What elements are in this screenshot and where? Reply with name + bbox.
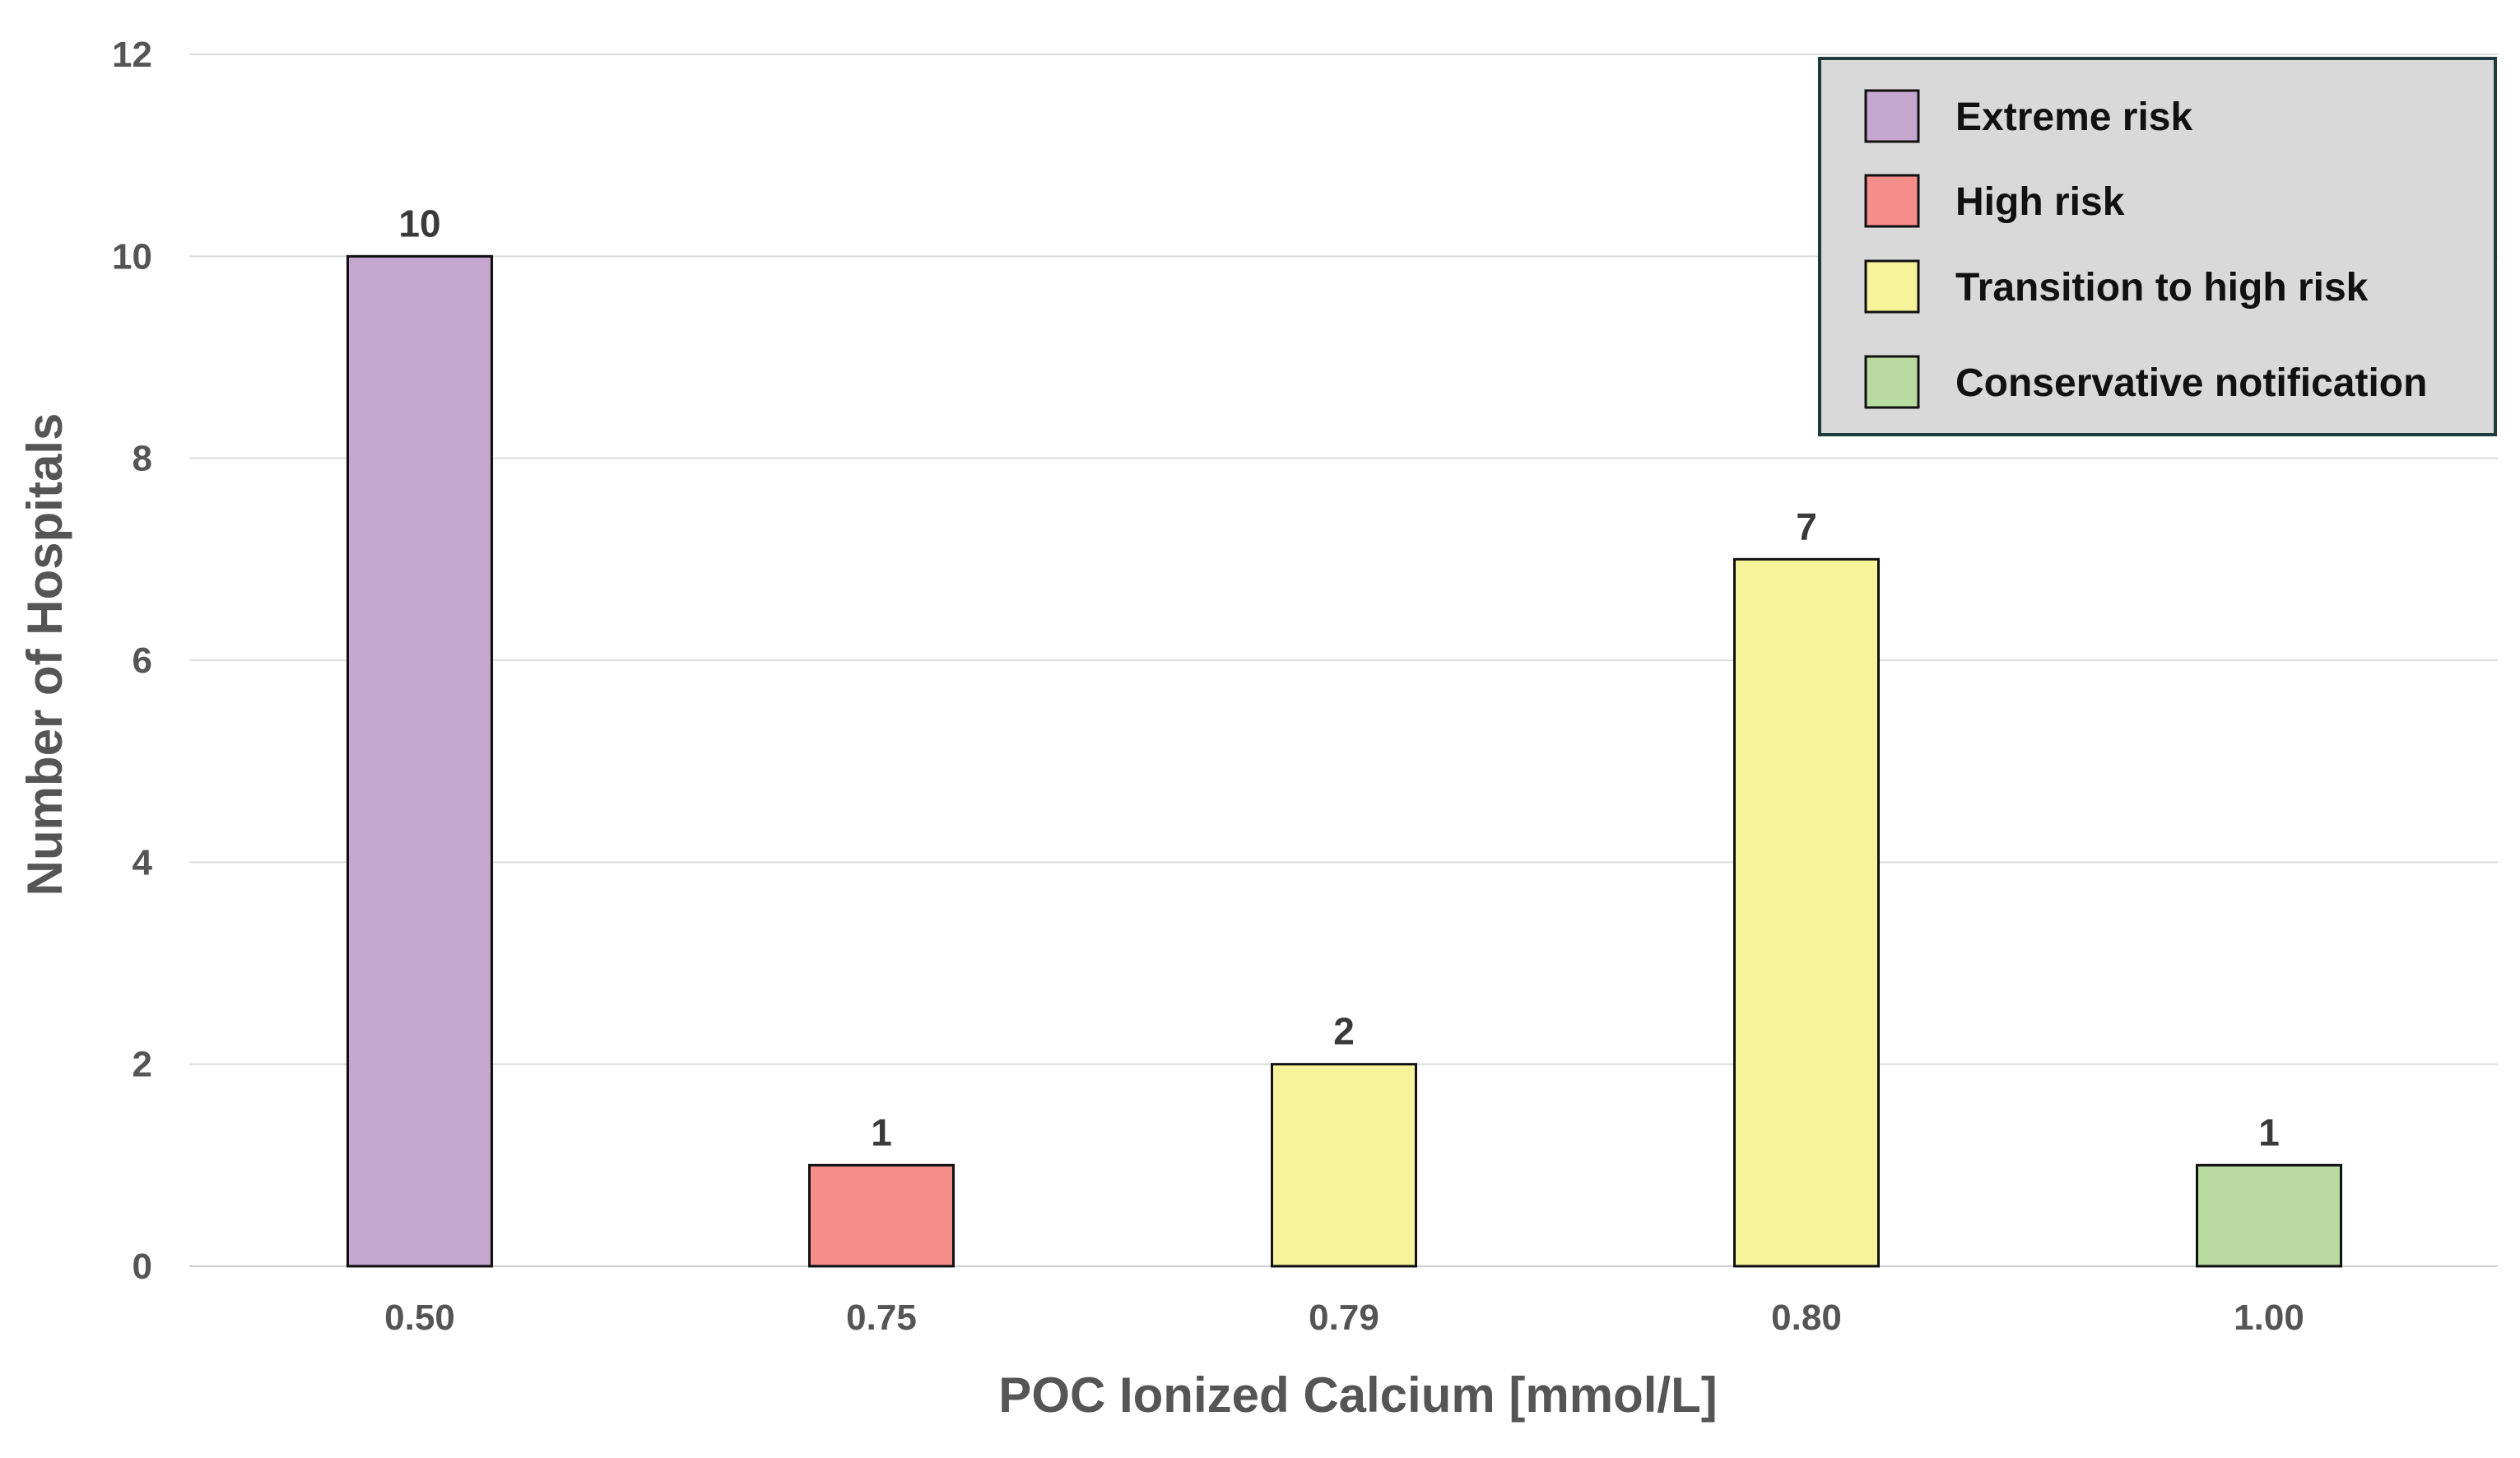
y-tick-label: 6	[133, 640, 152, 681]
bar-data-label: 2	[1333, 1010, 1355, 1053]
y-tick-label: 10	[112, 236, 152, 277]
bar-data-labels: 10 1 2 7 1	[398, 202, 2279, 1153]
x-tick-label: 0.75	[846, 1297, 917, 1338]
legend-box	[1818, 57, 2497, 436]
bar-0.80	[1733, 557, 1880, 1268]
legend-label: Transition to high risk	[1955, 266, 2369, 310]
legend-swatch	[1864, 89, 1920, 143]
legend-label: Conservative notification	[1955, 361, 2427, 405]
legend-swatch	[1864, 259, 1920, 314]
legend-swatch	[1864, 174, 1920, 228]
y-axis-title: Number of Hospitals	[17, 413, 72, 897]
bar-data-label: 7	[1796, 505, 1817, 547]
bar-0.50	[346, 254, 493, 1268]
x-tick-label: 0.50	[384, 1297, 455, 1338]
bar-1.00	[2196, 1163, 2342, 1268]
y-tick-label: 12	[112, 35, 152, 75]
y-tick-label: 8	[133, 439, 152, 479]
y-tick-label: 4	[133, 842, 153, 883]
y-tick-label: 0	[133, 1246, 152, 1287]
bar-data-label: 1	[2258, 1111, 2280, 1153]
bar-data-label: 10	[398, 202, 440, 245]
bar-0.75	[808, 1163, 955, 1268]
x-tick-label: 0.79	[1309, 1297, 1379, 1338]
y-axis-ticks: 0 2 4 6 8 10 12	[112, 35, 152, 1287]
x-axis-ticks: 0.50 0.75 0.79 0.80 1.00	[384, 1297, 2304, 1338]
bar-data-label: 1	[871, 1111, 892, 1153]
x-tick-label: 1.00	[2234, 1297, 2304, 1338]
legend-swatch	[1864, 355, 1920, 409]
y-tick-label: 2	[133, 1045, 152, 1085]
gridlines	[189, 54, 2498, 1267]
x-axis-title: POC Ionized Calcium [mmol/L]	[998, 1367, 1717, 1423]
legend-label: Extreme risk	[1955, 95, 2192, 139]
bars	[346, 254, 2342, 1268]
bar-0.79	[1271, 1063, 1417, 1268]
x-tick-label: 0.80	[1771, 1297, 1842, 1338]
legend-label: High risk	[1955, 180, 2125, 224]
legend: Extreme risk High risk Transition to high …	[1818, 57, 2497, 436]
